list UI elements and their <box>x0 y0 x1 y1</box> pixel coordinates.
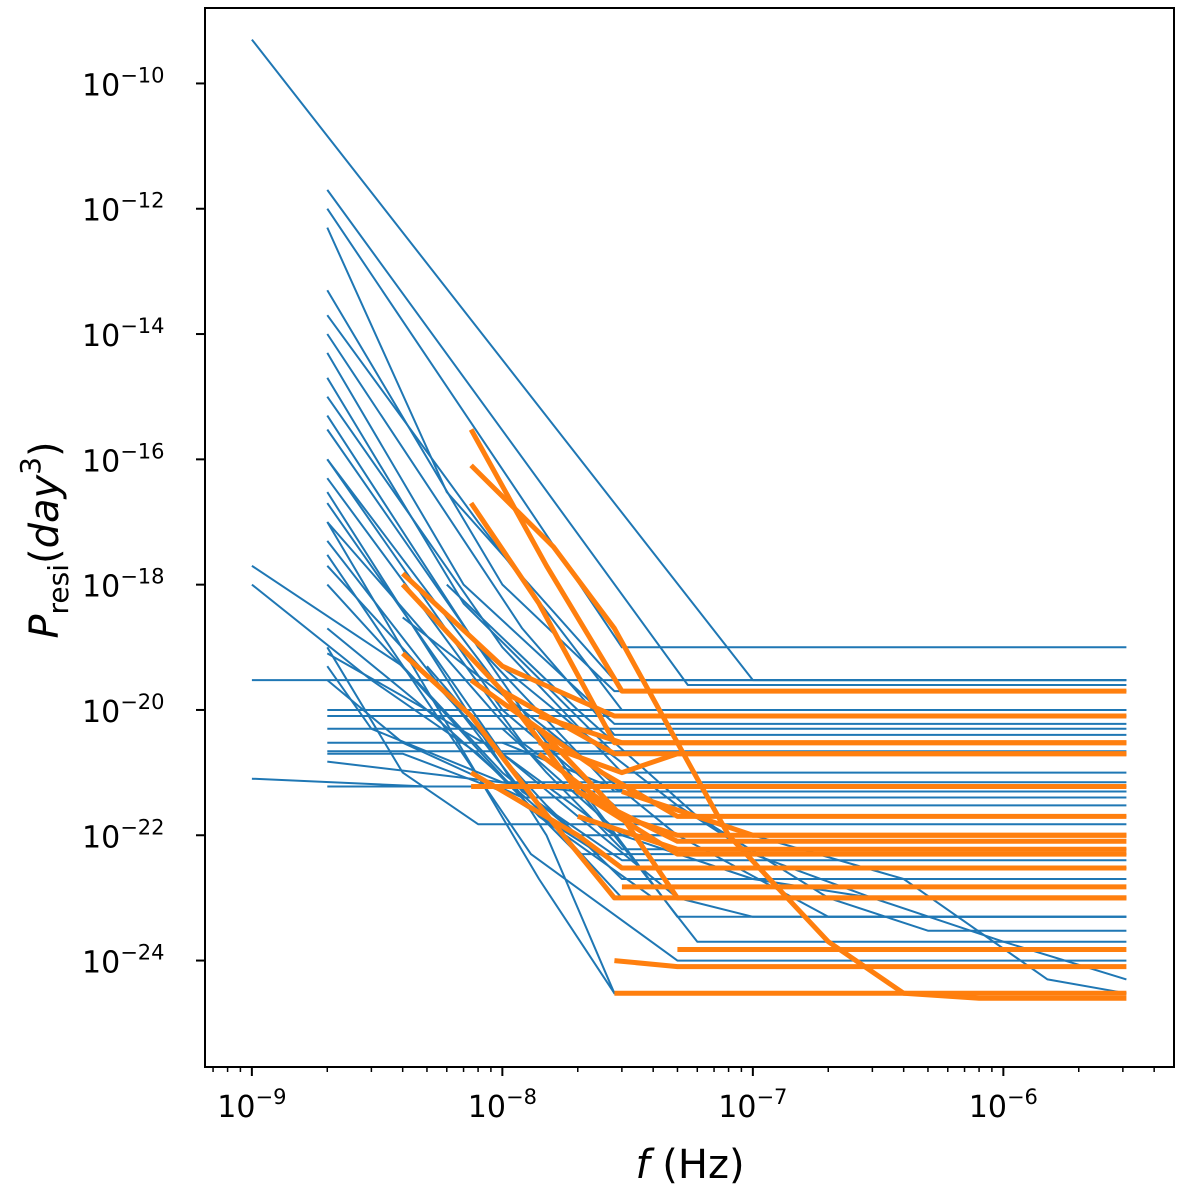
x-axis-title: f (Hz) <box>635 1142 744 1188</box>
x-tick-label: 10−6 <box>969 1085 1038 1125</box>
orange-series-line-59 <box>538 740 1127 776</box>
y-tick-label: 10−16 <box>82 439 165 479</box>
orange-series-line-49 <box>469 501 1127 746</box>
blue-series-line-2 <box>326 189 1127 686</box>
orange-series-line-67 <box>621 789 1127 838</box>
blue-series-line-7 <box>326 352 1127 725</box>
y-tick-label: 10−20 <box>82 690 165 730</box>
orange-series-line-57 <box>538 713 1127 746</box>
blue-series-line-16 <box>326 540 1127 862</box>
y-tick-label: 10−18 <box>82 565 165 605</box>
y-axis: 10−10 10−12 10−14 10−16 10−18 10−20 10−22 10−24 <box>82 63 205 981</box>
orange-series-line-64 <box>614 958 1127 970</box>
y-tick-label: 10−12 <box>82 189 165 229</box>
orange-series-line-54 <box>469 770 1127 871</box>
x-axis: 10−9 10−8 10−7 10−6 <box>212 1067 1155 1125</box>
y-tick-label: 10−24 <box>82 941 165 981</box>
blue-series-line-22 <box>326 521 1127 995</box>
blue-series-line-8 <box>326 333 1127 736</box>
orange-series-line-62 <box>577 814 1127 852</box>
orange-series-line-50 <box>400 571 1127 719</box>
x-tick-label: 10−8 <box>468 1085 537 1125</box>
orange-series-line-48 <box>469 463 1127 1001</box>
y-axis-title: Presi(day3) <box>14 441 75 638</box>
y-tick-label: 10−10 <box>82 63 165 103</box>
y-tick-label: 10−14 <box>82 314 165 354</box>
blue-series-line-3 <box>326 208 1127 649</box>
y-tick-label: 10−22 <box>82 815 165 855</box>
series-layer <box>251 38 1127 1001</box>
orange-series-line-58 <box>537 726 1127 819</box>
blue-series-line-23 <box>326 554 1127 962</box>
blue-series-line-46 <box>502 741 1127 995</box>
axes-frame <box>204 7 1175 1068</box>
orange-series-line-61 <box>576 789 1127 857</box>
orange-series-line-47 <box>468 428 1127 694</box>
blue-series-line-30 <box>326 652 1127 755</box>
blue-series-line-29 <box>326 679 1127 799</box>
x-tick-label: 10−7 <box>718 1085 787 1125</box>
x-tick-label: 10−9 <box>217 1085 286 1125</box>
blue-series-line-25 <box>251 564 1127 837</box>
